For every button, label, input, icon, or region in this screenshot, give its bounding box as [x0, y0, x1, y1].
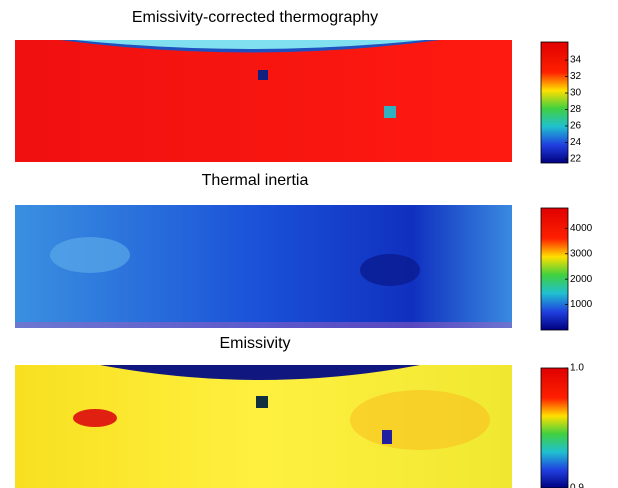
- colorbar-tick-label: 32: [570, 71, 582, 82]
- colorbar-tick-label: 2000: [570, 274, 593, 285]
- colorbar-tick-label: 26: [570, 121, 582, 132]
- colorbar-tick-label: 0.9: [570, 483, 584, 488]
- colorbar: [540, 41, 569, 164]
- colorbar-tick-label: 1.0: [570, 363, 584, 374]
- thermal-inertia-image: [15, 205, 512, 328]
- colorbar: [540, 207, 569, 331]
- panel-title: Thermal inertia: [202, 172, 309, 189]
- thermography-image: [15, 40, 512, 162]
- colorbar-tick-label: 30: [570, 88, 582, 99]
- panel-title: Emissivity-corrected thermography: [132, 9, 378, 26]
- colorbar: [540, 367, 569, 488]
- panel-title: Emissivity: [219, 335, 290, 352]
- colorbar-tick-label: 22: [570, 154, 582, 165]
- emissivity-image: [15, 365, 512, 488]
- colorbar-tick-label: 1000: [570, 299, 593, 310]
- colorbar-tick-label: 24: [570, 137, 582, 148]
- colorbar-tick-label: 34: [570, 55, 582, 66]
- colorbar-tick-label: 3000: [570, 248, 593, 259]
- colorbar-tick-label: 28: [570, 104, 582, 115]
- colorbar-tick-label: 4000: [570, 223, 593, 234]
